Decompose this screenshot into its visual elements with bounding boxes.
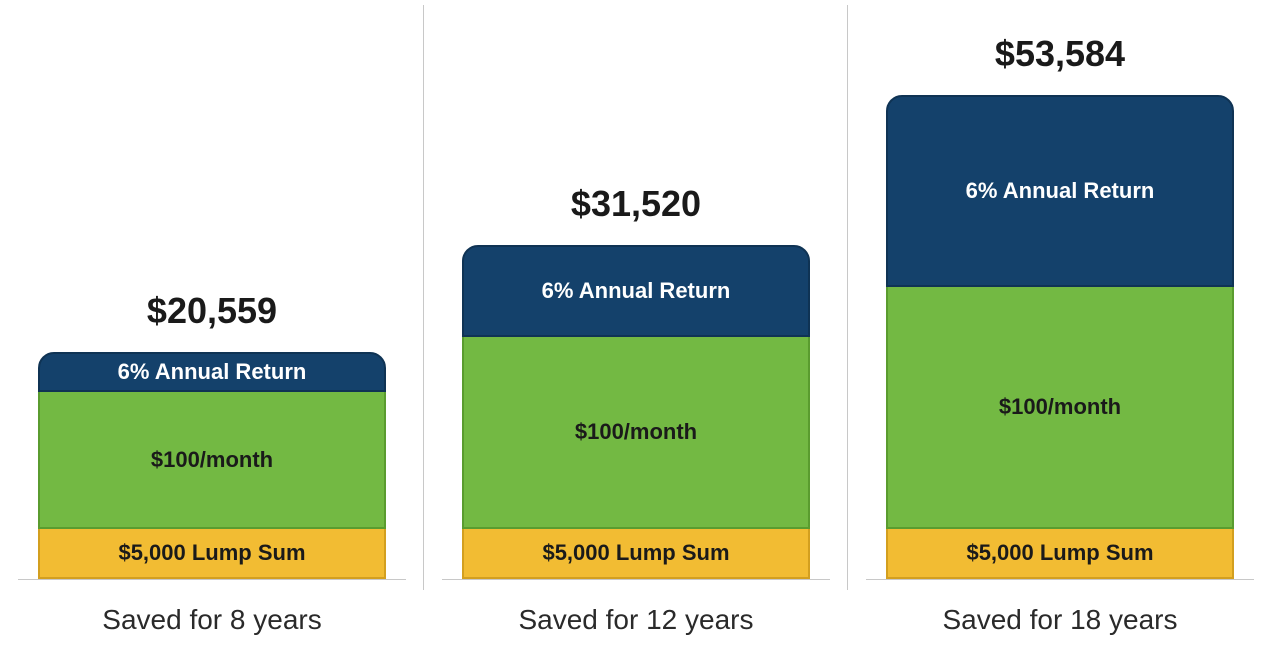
bar-8yr: $20,559 6% Annual Return $100/month $5,0… — [38, 290, 386, 579]
chart-column-18yr: $53,584 6% Annual Return $100/month $5,0… — [848, 0, 1272, 650]
baseline — [18, 579, 406, 580]
segment-return-12yr: 6% Annual Return — [462, 245, 810, 337]
x-axis-label-8yr: Saved for 8 years — [0, 604, 424, 636]
x-axis-label-18yr: Saved for 18 years — [848, 604, 1272, 636]
total-value-12yr: $31,520 — [462, 183, 810, 225]
savings-stacked-bar-chart: $20,559 6% Annual Return $100/month $5,0… — [0, 0, 1272, 650]
segment-return-8yr: 6% Annual Return — [38, 352, 386, 392]
baseline — [866, 579, 1254, 580]
x-axis-label-12yr: Saved for 12 years — [424, 604, 848, 636]
chart-column-8yr: $20,559 6% Annual Return $100/month $5,0… — [0, 0, 424, 650]
total-value-8yr: $20,559 — [38, 290, 386, 332]
segment-monthly-12yr: $100/month — [462, 337, 810, 529]
total-value-18yr: $53,584 — [886, 33, 1234, 75]
baseline — [442, 579, 830, 580]
segment-monthly-18yr: $100/month — [886, 287, 1234, 529]
bar-12yr: $31,520 6% Annual Return $100/month $5,0… — [462, 183, 810, 579]
segment-lump-18yr: $5,000 Lump Sum — [886, 529, 1234, 579]
segment-lump-12yr: $5,000 Lump Sum — [462, 529, 810, 579]
chart-column-12yr: $31,520 6% Annual Return $100/month $5,0… — [424, 0, 848, 650]
bar-18yr: $53,584 6% Annual Return $100/month $5,0… — [886, 33, 1234, 579]
segment-monthly-8yr: $100/month — [38, 392, 386, 529]
segment-return-18yr: 6% Annual Return — [886, 95, 1234, 287]
segment-lump-8yr: $5,000 Lump Sum — [38, 529, 386, 579]
